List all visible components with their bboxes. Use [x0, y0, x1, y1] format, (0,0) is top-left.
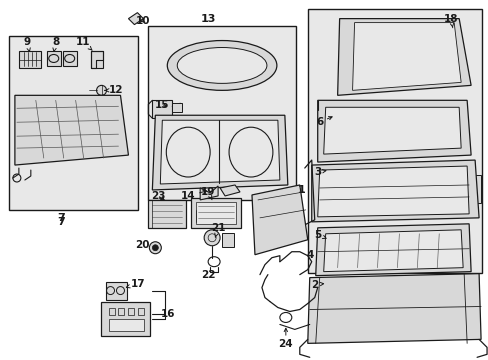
Ellipse shape	[152, 245, 158, 251]
Polygon shape	[307, 274, 480, 343]
Bar	[152, 100, 172, 118]
Text: 11: 11	[75, 36, 92, 50]
Polygon shape	[317, 100, 470, 162]
Ellipse shape	[149, 242, 161, 254]
Bar	[105, 282, 127, 300]
Ellipse shape	[64, 54, 75, 62]
Polygon shape	[200, 186, 218, 200]
Bar	[9, 36, 138, 210]
Text: 7: 7	[57, 213, 64, 223]
Text: 16: 16	[161, 310, 175, 319]
Text: 10: 10	[136, 15, 150, 26]
Bar	[101, 302, 150, 336]
Text: 19: 19	[201, 187, 215, 200]
Text: 5: 5	[313, 230, 325, 240]
Polygon shape	[160, 120, 279, 184]
Bar	[196, 202, 236, 224]
Ellipse shape	[177, 48, 266, 84]
Bar	[470, 175, 480, 203]
Text: 6: 6	[315, 117, 331, 127]
Ellipse shape	[453, 53, 459, 58]
Text: 17: 17	[126, 279, 145, 289]
Bar	[118, 307, 124, 315]
Bar	[47, 50, 61, 67]
Ellipse shape	[167, 41, 276, 90]
Bar	[108, 307, 114, 315]
Bar	[108, 319, 144, 332]
Polygon shape	[323, 107, 460, 154]
Text: 21: 21	[210, 223, 225, 237]
Polygon shape	[15, 95, 128, 165]
Bar	[62, 50, 77, 67]
Text: 23: 23	[151, 191, 165, 201]
Text: 1: 1	[297, 185, 305, 195]
Text: 20: 20	[135, 240, 149, 250]
Ellipse shape	[451, 37, 459, 48]
Bar	[222, 233, 234, 247]
Polygon shape	[323, 230, 462, 272]
Ellipse shape	[454, 50, 462, 59]
Text: 14: 14	[181, 190, 206, 201]
Text: 24: 24	[278, 328, 292, 349]
Bar	[191, 198, 241, 228]
Text: 3: 3	[313, 167, 325, 177]
Text: 13: 13	[200, 14, 215, 24]
Polygon shape	[220, 185, 240, 196]
Text: 2: 2	[310, 280, 323, 289]
Ellipse shape	[49, 54, 59, 62]
Text: 12: 12	[105, 85, 123, 95]
Bar	[90, 50, 102, 68]
Text: 22: 22	[201, 270, 215, 280]
Ellipse shape	[203, 230, 220, 246]
Bar	[128, 307, 134, 315]
Ellipse shape	[96, 85, 106, 95]
Polygon shape	[128, 13, 143, 24]
Polygon shape	[152, 115, 287, 190]
Text: 9: 9	[23, 36, 30, 51]
Polygon shape	[317, 166, 468, 217]
Bar	[307, 9, 481, 273]
Polygon shape	[352, 23, 460, 90]
Polygon shape	[337, 19, 470, 95]
Bar	[148, 200, 186, 228]
Text: 15: 15	[155, 100, 169, 110]
Ellipse shape	[448, 26, 456, 36]
Text: 4: 4	[305, 250, 313, 260]
Polygon shape	[315, 224, 470, 276]
Polygon shape	[311, 160, 478, 222]
Bar	[148, 26, 295, 200]
Bar	[19, 50, 41, 68]
Text: 18: 18	[443, 14, 458, 28]
Polygon shape	[172, 103, 182, 112]
Text: 8: 8	[52, 36, 59, 51]
Polygon shape	[251, 185, 307, 255]
Text: 7: 7	[57, 217, 64, 227]
Bar	[138, 307, 144, 315]
